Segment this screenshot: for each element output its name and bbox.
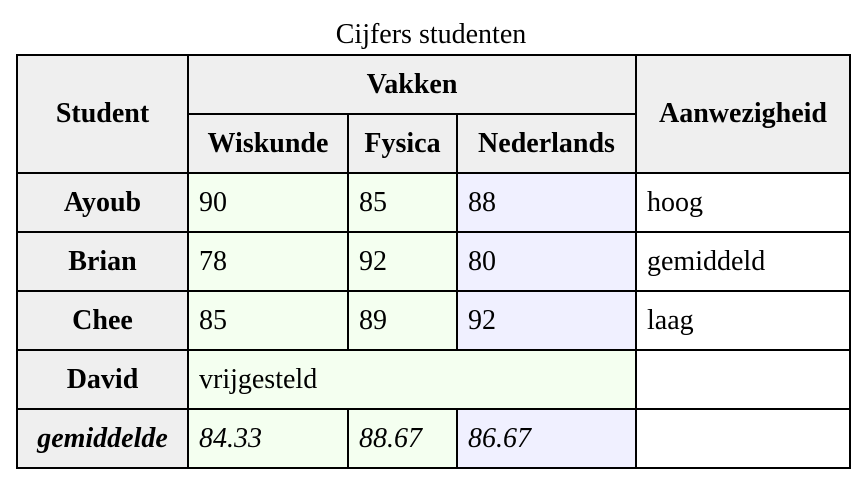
header-row-top: Student Vakken Aanwezigheid [16,54,851,174]
average-attendance [635,408,851,469]
subject-header-dutch: Nederlands [456,113,637,174]
header-row-subjects: Wiskunde Fysica Nederlands [17,113,850,174]
score-physics: 89 [347,290,458,351]
subjects-group-header: Vakken [187,54,637,115]
score-physics: 85 [347,172,458,233]
subject-header-physics: Fysica [347,113,458,174]
student-name: David [16,349,189,410]
table-row-exempt: David vrijgesteld [16,349,851,410]
score-math: 85 [187,290,349,351]
student-header: Student [16,54,189,174]
average-label: gemiddelde [16,408,189,469]
table-row: Chee 85 89 92 laag [16,290,851,351]
average-math: 84.33 [187,408,349,469]
score-dutch: 80 [456,231,637,292]
score-dutch: 92 [456,290,637,351]
average-dutch: 86.67 [456,408,637,469]
attendance-value [635,349,851,410]
table-row: Ayoub 90 85 88 hoog [16,172,851,233]
score-math: 90 [187,172,349,233]
attendance-value: gemiddeld [635,231,851,292]
table-row-average: gemiddelde 84.33 88.67 86.67 [16,408,851,469]
attendance-header: Aanwezigheid [635,54,851,174]
table-caption: Cijfers studenten [335,19,527,50]
subject-header-math: Wiskunde [187,113,349,174]
student-name: Ayoub [16,172,189,233]
student-name: Chee [16,290,189,351]
score-physics: 92 [347,231,458,292]
score-dutch: 88 [456,172,637,233]
score-math: 78 [187,231,349,292]
grades-table: Student Vakken Aanwezigheid Wiskunde Fys… [16,54,851,469]
exempt-note: vrijgesteld [187,349,637,410]
student-name: Brian [16,231,189,292]
average-physics: 88.67 [347,408,458,469]
table-row: Brian 78 92 80 gemiddeld [16,231,851,292]
attendance-value: laag [635,290,851,351]
attendance-value: hoog [635,172,851,233]
